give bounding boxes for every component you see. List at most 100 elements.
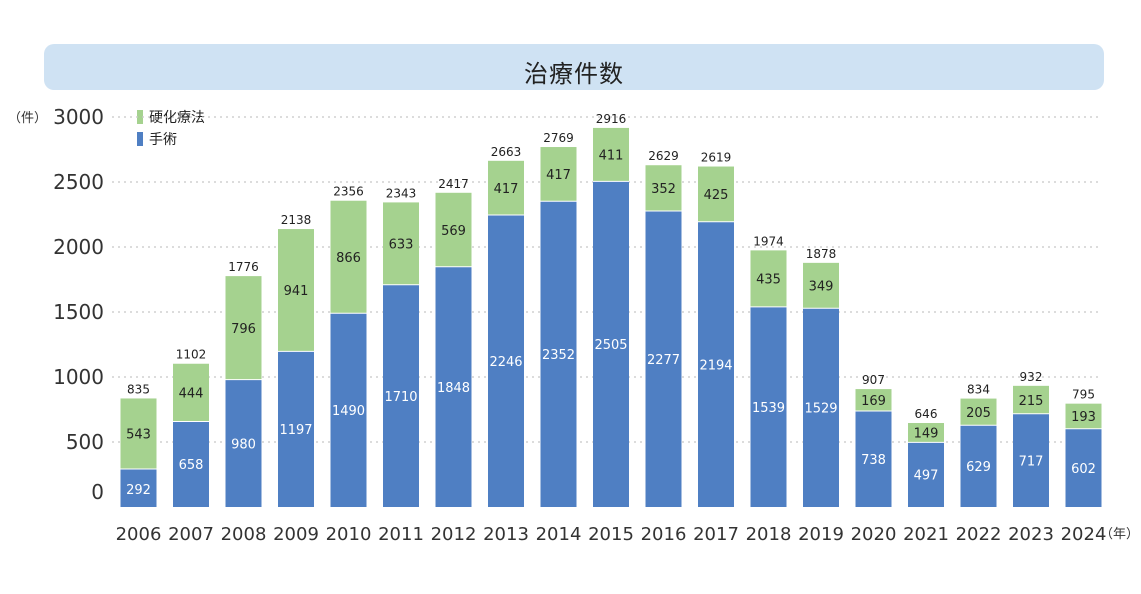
data-label-sclerotherapy: 352	[651, 182, 676, 197]
x-tick-label: 2016	[641, 524, 687, 545]
data-label-surgery: 2505	[594, 338, 627, 353]
data-label-sclerotherapy: 425	[704, 188, 729, 203]
data-label-sclerotherapy: 349	[809, 280, 834, 295]
bar-segment-sclerotherapy	[1065, 403, 1102, 429]
data-label-sclerotherapy: 169	[861, 394, 886, 409]
data-label-surgery: 980	[231, 437, 256, 452]
bar-segment-sclerotherapy	[803, 262, 839, 309]
y-axis-unit: （件）	[8, 111, 47, 126]
bar-segment-surgery	[540, 201, 577, 508]
data-label-total: 2769	[543, 131, 574, 145]
x-tick-label: 2020	[851, 524, 897, 545]
bar-segment-surgery	[750, 306, 787, 507]
data-label-surgery: 497	[914, 469, 939, 484]
data-label-surgery: 2194	[699, 358, 732, 373]
data-label-surgery: 1848	[437, 381, 470, 396]
bar-segment-surgery	[1013, 413, 1049, 507]
bar-segment-surgery	[488, 215, 524, 507]
data-label-surgery: 1539	[752, 401, 785, 416]
data-label-surgery: 602	[1071, 462, 1096, 477]
x-tick-label: 2014	[536, 524, 582, 545]
data-label-sclerotherapy: 633	[389, 238, 414, 253]
data-label-surgery: 629	[966, 460, 991, 475]
data-label-sclerotherapy: 444	[179, 387, 204, 402]
bar-segment-surgery	[645, 210, 682, 508]
data-label-sclerotherapy: 569	[441, 224, 466, 239]
data-label-surgery: 1197	[279, 423, 312, 438]
bar-segment-sclerotherapy	[750, 250, 787, 307]
x-tick-label: 2006	[116, 524, 162, 545]
bar-segment-surgery	[120, 469, 157, 507]
x-tick-label: 2009	[273, 524, 319, 545]
data-label-total: 646	[915, 407, 938, 421]
bar-segment-surgery	[173, 421, 209, 507]
legend-swatch-surgery	[137, 132, 143, 146]
data-label-sclerotherapy: 796	[231, 322, 256, 337]
data-label-surgery: 658	[179, 458, 204, 473]
legend-label-sclerotherapy: 硬化療法	[149, 110, 205, 126]
data-label-sclerotherapy: 215	[1019, 394, 1044, 409]
data-label-total: 932	[1020, 370, 1043, 384]
y-tick-label: 1000	[53, 365, 104, 389]
bar-segment-surgery	[1065, 428, 1102, 507]
data-label-total: 1776	[228, 260, 259, 274]
legend-swatch-sclerotherapy	[137, 110, 143, 124]
x-tick-label: 2019	[798, 524, 844, 545]
y-tick-label: 2000	[53, 235, 104, 259]
bar-segment-sclerotherapy	[173, 363, 209, 422]
bar-segment-surgery	[278, 351, 314, 507]
legend: 硬化療法 手術	[137, 106, 205, 150]
chart-title: 治療件数	[524, 60, 624, 88]
data-label-sclerotherapy: 866	[336, 251, 361, 266]
bar-segment-sclerotherapy	[645, 165, 682, 211]
x-tick-label: 2011	[378, 524, 424, 545]
bar-segment-surgery	[593, 181, 629, 507]
bar-segment-sclerotherapy	[435, 192, 472, 267]
x-tick-label: 2008	[221, 524, 267, 545]
bar-segment-surgery	[383, 284, 419, 507]
data-label-total: 835	[127, 382, 150, 396]
bar-segment-surgery	[225, 379, 262, 507]
x-tick-label: 2018	[746, 524, 792, 545]
bar-segment-sclerotherapy	[225, 276, 262, 380]
data-label-sclerotherapy: 417	[546, 168, 571, 183]
data-label-total: 795	[1072, 388, 1095, 402]
data-label-total: 1974	[753, 234, 784, 248]
data-label-surgery: 1490	[332, 404, 365, 419]
data-label-sclerotherapy: 149	[914, 427, 939, 442]
data-label-sclerotherapy: 411	[599, 149, 624, 164]
data-label-total: 1878	[806, 247, 837, 261]
y-tick-label: 3000	[53, 105, 104, 129]
bar-segment-sclerotherapy	[855, 389, 892, 412]
data-label-surgery: 1529	[804, 402, 837, 417]
data-label-surgery: 717	[1019, 454, 1044, 469]
x-axis-unit: （年）	[1100, 527, 1139, 542]
bar-segment-sclerotherapy	[330, 200, 367, 314]
data-label-total: 834	[967, 383, 990, 397]
data-label-total: 2629	[648, 149, 679, 163]
data-label-total: 2356	[333, 185, 364, 199]
data-label-sclerotherapy: 417	[494, 182, 519, 197]
x-tick-label: 2023	[1008, 524, 1054, 545]
bar-segment-sclerotherapy	[908, 423, 944, 443]
y-tick-label: 0	[91, 480, 104, 504]
x-tick-label: 2012	[431, 524, 477, 545]
bar-segment-surgery	[960, 425, 997, 507]
bar-segment-surgery	[803, 308, 839, 507]
x-tick-label: 2022	[956, 524, 1002, 545]
x-tick-label: 2007	[168, 524, 214, 545]
data-label-total: 2916	[596, 112, 627, 126]
bar-segment-surgery	[435, 266, 472, 507]
data-label-total: 2619	[701, 151, 732, 165]
bar-segment-sclerotherapy	[383, 202, 419, 285]
y-tick-label: 2500	[53, 170, 104, 194]
data-label-sclerotherapy: 543	[126, 428, 151, 443]
data-label-total: 1102	[176, 348, 207, 362]
x-tick-label: 2021	[903, 524, 949, 545]
legend-label-surgery: 手術	[149, 132, 177, 148]
bar-segment-sclerotherapy	[698, 166, 734, 222]
x-tick-label: 2024	[1061, 524, 1107, 545]
bar-segment-sclerotherapy	[593, 127, 629, 182]
bar-segment-sclerotherapy	[278, 229, 314, 352]
